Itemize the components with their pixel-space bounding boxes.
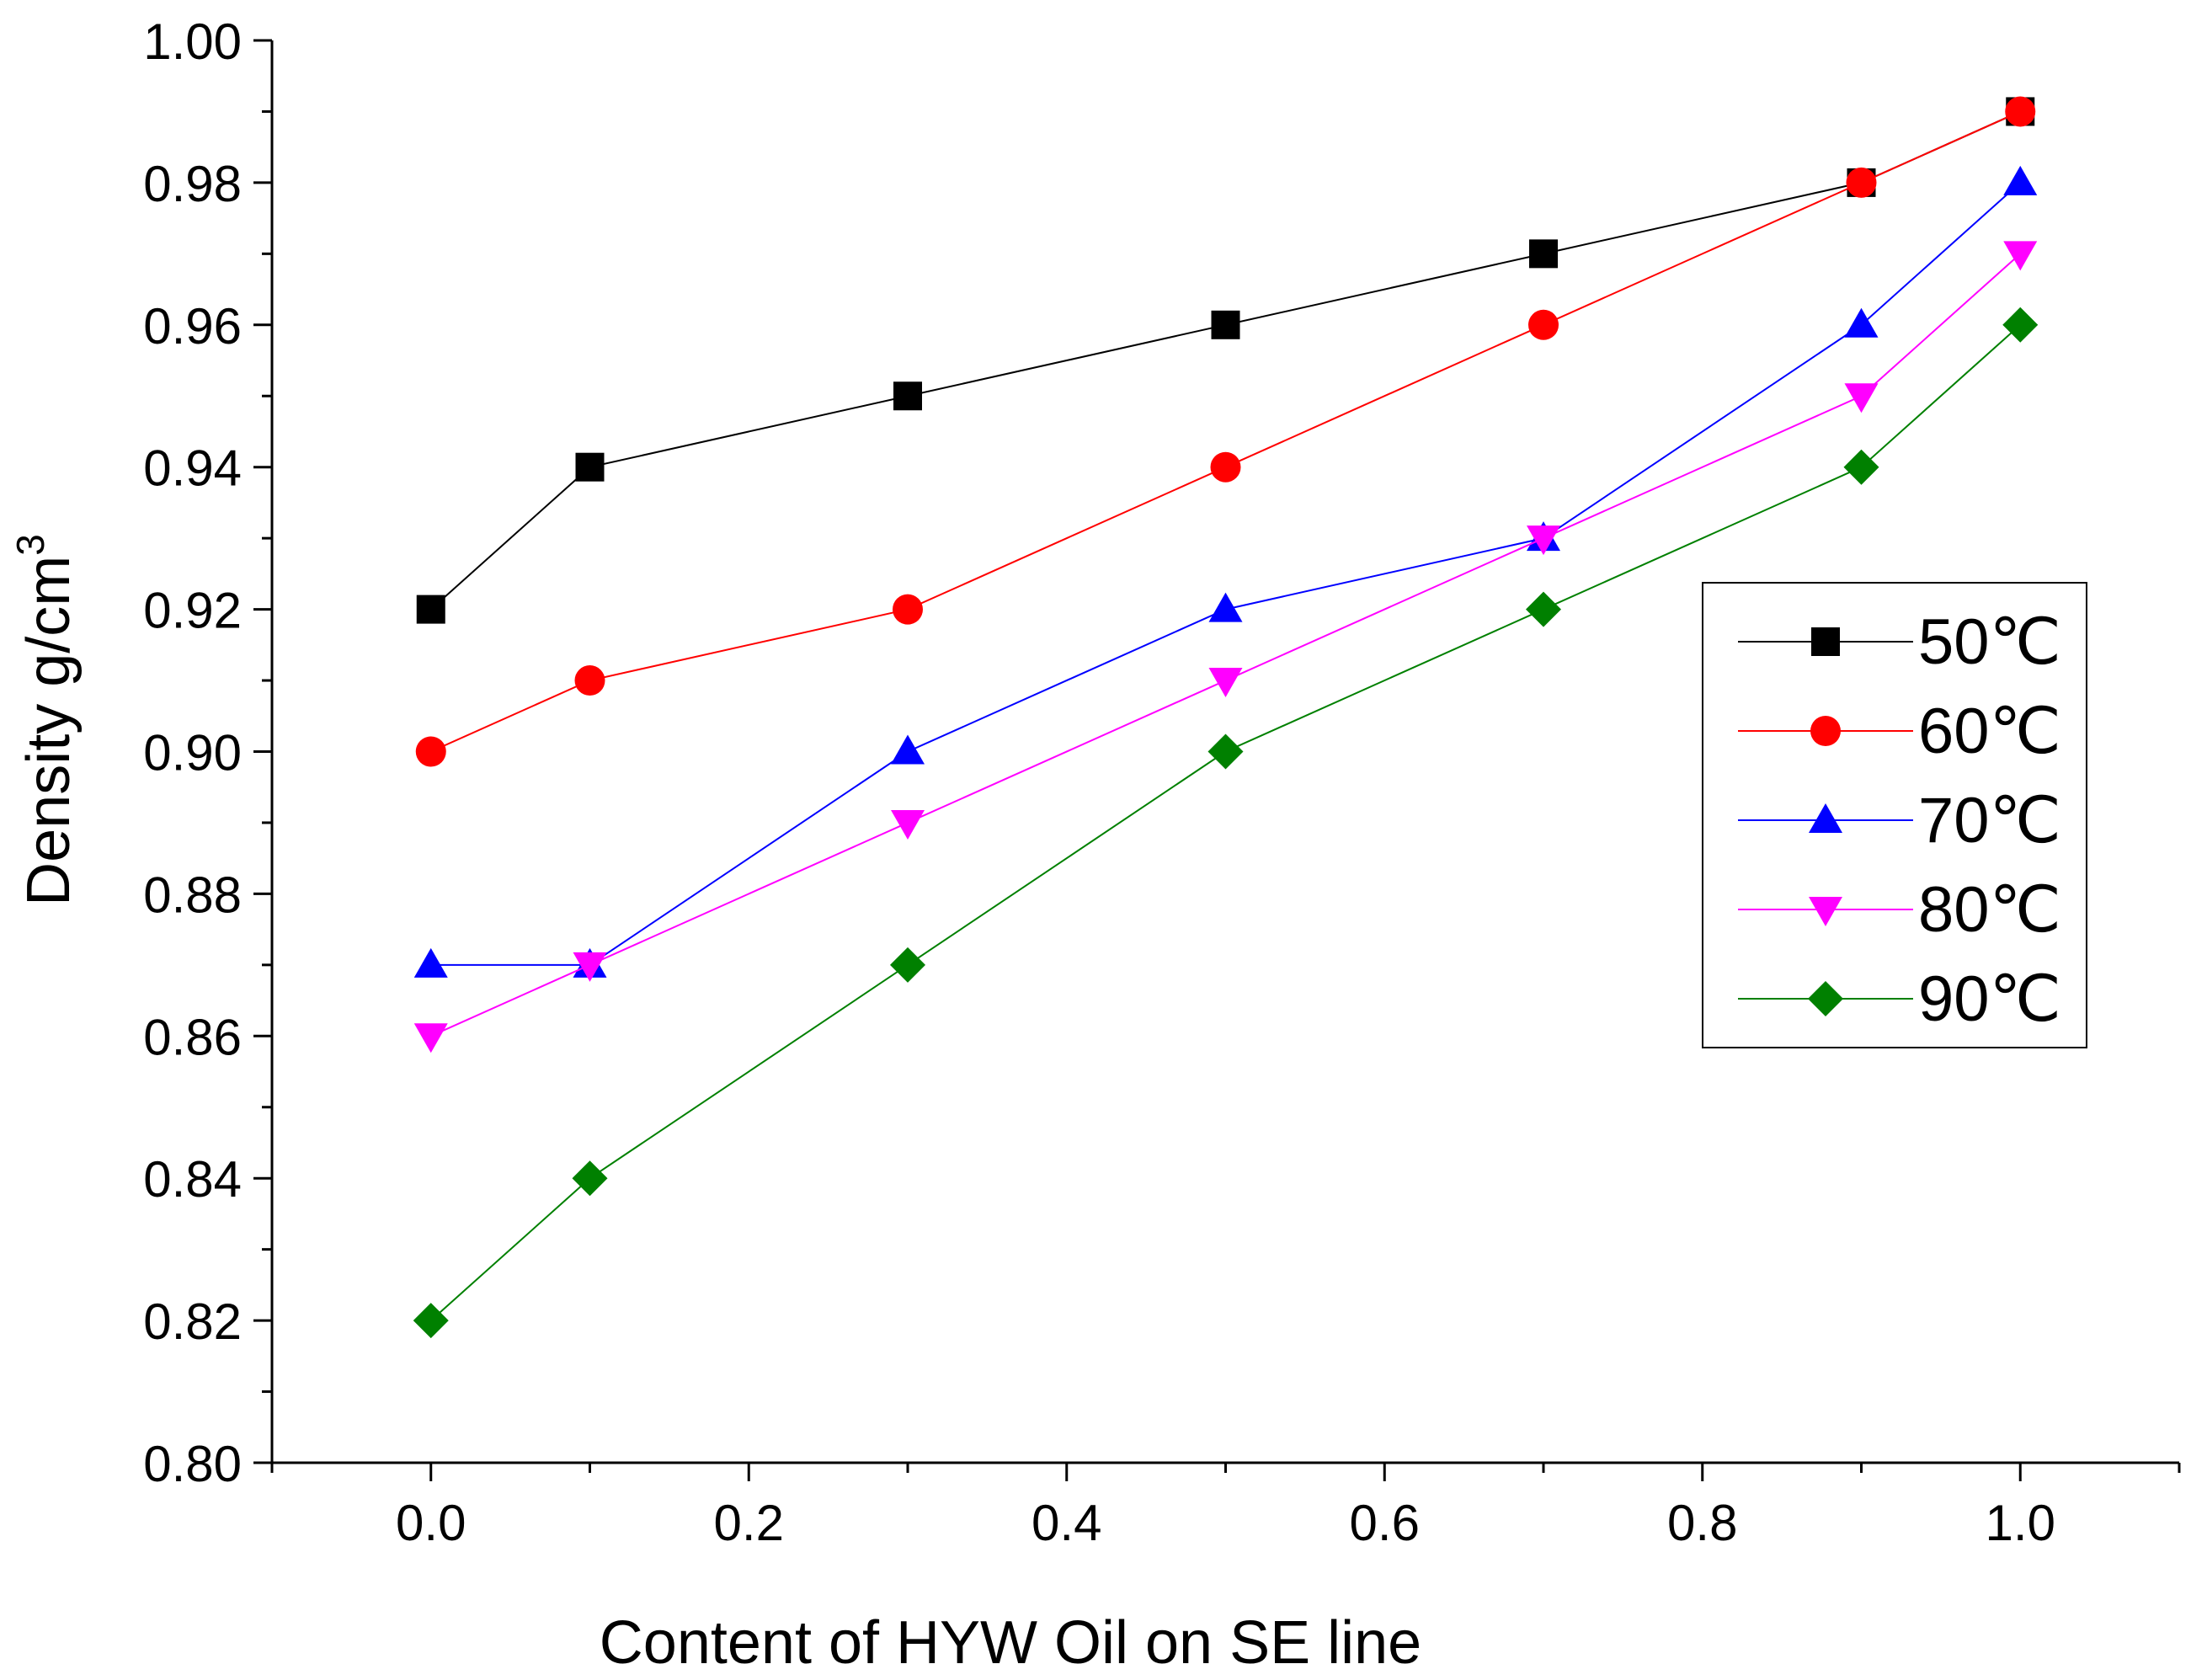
y-tick-label: 0.88 — [143, 867, 242, 923]
legend-label: 60℃ — [1918, 696, 2061, 767]
legend-item: 80℃ — [1738, 874, 2061, 946]
data-point — [2003, 241, 2038, 271]
legend-label: 70℃ — [1918, 785, 2061, 856]
legend-item: 60℃ — [1738, 696, 2061, 767]
legend-marker — [1808, 981, 1843, 1016]
data-point — [572, 1160, 608, 1197]
series-50C — [416, 97, 2035, 624]
y-axis-label: Density g/cm3 — [8, 534, 83, 906]
data-point — [1208, 592, 1243, 622]
legend-item: 70℃ — [1738, 785, 2061, 856]
data-point — [2003, 165, 2038, 195]
data-point — [1528, 309, 1559, 340]
legend-label: 90℃ — [1918, 963, 2061, 1035]
y-tick-label: 1.00 — [143, 13, 242, 70]
legend-label: 80℃ — [1918, 874, 2061, 946]
data-point — [1210, 451, 1241, 483]
data-point — [574, 665, 605, 696]
data-point — [413, 1023, 448, 1053]
data-point — [1211, 310, 1240, 339]
x-tick-label: 0.6 — [1350, 1495, 1420, 1551]
data-point — [2005, 96, 2036, 127]
data-point — [1529, 239, 1558, 269]
data-point — [890, 947, 925, 983]
series-80C — [413, 241, 2038, 1053]
data-point — [893, 594, 923, 625]
y-tick-label: 0.90 — [143, 725, 242, 781]
data-point — [893, 381, 922, 411]
legend-marker — [1809, 803, 1842, 833]
data-point — [413, 947, 448, 978]
y-axis-label-text: Density g/cm — [15, 556, 83, 906]
series-60C — [415, 96, 2036, 767]
legend-marker — [1811, 627, 1840, 656]
legend-item: 90℃ — [1738, 963, 2061, 1035]
x-tick-label: 0.0 — [396, 1495, 466, 1551]
x-axis-label: Content of HYW Oil on SE line — [600, 1609, 1421, 1677]
data-point — [1846, 167, 1877, 198]
data-point — [1207, 733, 1244, 770]
data-point — [415, 736, 446, 767]
data-point — [891, 734, 925, 765]
legend-marker — [1810, 716, 1841, 746]
x-tick-label: 0.4 — [1032, 1495, 1101, 1551]
y-tick-label: 0.86 — [143, 1009, 242, 1065]
y-tick-label: 0.98 — [143, 156, 242, 212]
legend-label: 50℃ — [1918, 606, 2061, 678]
data-point — [573, 952, 607, 982]
data-point — [1844, 307, 1879, 338]
data-point — [575, 452, 605, 482]
data-point — [1208, 668, 1243, 698]
data-point — [1527, 525, 1560, 556]
data-point — [1526, 591, 1561, 627]
series-line — [430, 110, 2021, 611]
series-90C — [413, 307, 2039, 1339]
data-point — [891, 809, 925, 840]
data-point — [1843, 449, 1879, 485]
data-point — [413, 1303, 449, 1339]
x-tick-label: 0.2 — [714, 1495, 784, 1551]
legend: 50℃ 60℃ 70℃ 80℃ 90℃ — [1702, 582, 2087, 1048]
data-point — [416, 595, 445, 624]
x-tick-label: 0.8 — [1667, 1495, 1737, 1551]
series-group — [413, 96, 2039, 1339]
data-point — [2002, 307, 2039, 343]
ticks: 0.80 0.82 0.84 0.86 0.88 0.90 0.92 0.94 0.96 0.98… — [143, 13, 2181, 1551]
data-point — [1844, 383, 1879, 413]
y-axis-label-superscript: 3 — [8, 534, 52, 556]
y-tick-label: 0.92 — [143, 583, 242, 639]
y-tick-label: 0.94 — [143, 440, 242, 497]
legend-item: 50℃ — [1738, 606, 2061, 678]
y-tick-label: 0.80 — [143, 1436, 242, 1492]
y-tick-label: 0.82 — [143, 1293, 242, 1350]
x-tick-label: 1.0 — [1986, 1495, 2055, 1551]
legend-box — [1702, 582, 2087, 1048]
y-tick-label: 0.96 — [143, 298, 242, 355]
y-tick-label: 0.84 — [143, 1151, 242, 1208]
legend-marker — [1809, 897, 1842, 926]
